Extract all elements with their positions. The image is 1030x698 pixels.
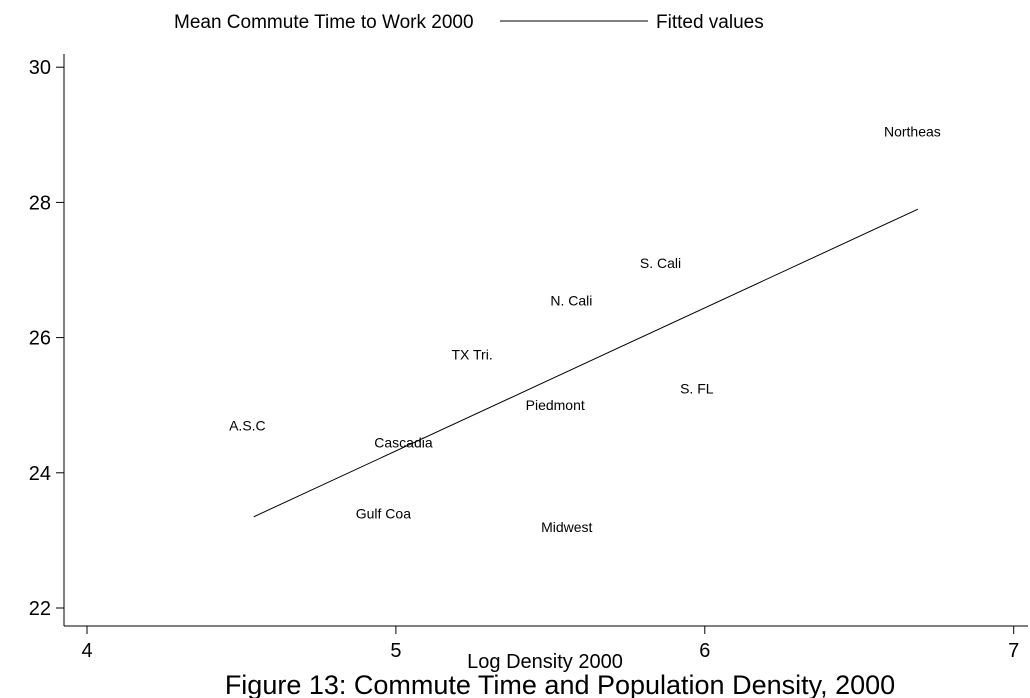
data-points: Northeas S. Cali N. Cali TX Tri. S. FL Piedmo…: [229, 123, 941, 534]
point-label: Northeas: [884, 123, 941, 139]
y-tick-label: 22: [29, 598, 51, 620]
legend-entry-points: Mean Commute Time to Work 2000: [174, 12, 474, 33]
fitted-values-line: [253, 208, 919, 518]
x-axis-title: Log Density 2000: [467, 651, 623, 673]
point-label: Piedmont: [526, 397, 585, 413]
x-tick-label: 4: [81, 640, 92, 662]
y-axis-ticks: 22 24 26 28 30: [29, 57, 64, 620]
y-tick-label: 30: [29, 57, 51, 79]
point-label: TX Tri.: [452, 347, 493, 363]
x-tick-label: 7: [1008, 640, 1019, 662]
y-tick-label: 28: [29, 192, 51, 214]
point-label: A.S.C: [229, 417, 266, 433]
legend-entry-fitted: Fitted values: [656, 12, 764, 33]
point-label: S. FL: [680, 380, 714, 396]
point-label: Gulf Coa: [356, 505, 411, 521]
y-tick-label: 26: [29, 328, 51, 350]
x-tick-label: 5: [390, 640, 401, 662]
legend: Mean Commute Time to Work 2000 Fitted va…: [174, 12, 764, 33]
point-label: S. Cali: [640, 255, 681, 271]
x-axis-ticks: 4 5 6 7: [81, 626, 1019, 662]
y-tick-label: 24: [29, 463, 51, 485]
point-label: N. Cali: [550, 292, 592, 308]
figure-caption: Figure 13: Commute Time and Population D…: [225, 670, 895, 698]
point-label: Midwest: [541, 519, 592, 535]
x-tick-label: 6: [699, 640, 710, 662]
point-label: Cascadia: [374, 434, 433, 450]
